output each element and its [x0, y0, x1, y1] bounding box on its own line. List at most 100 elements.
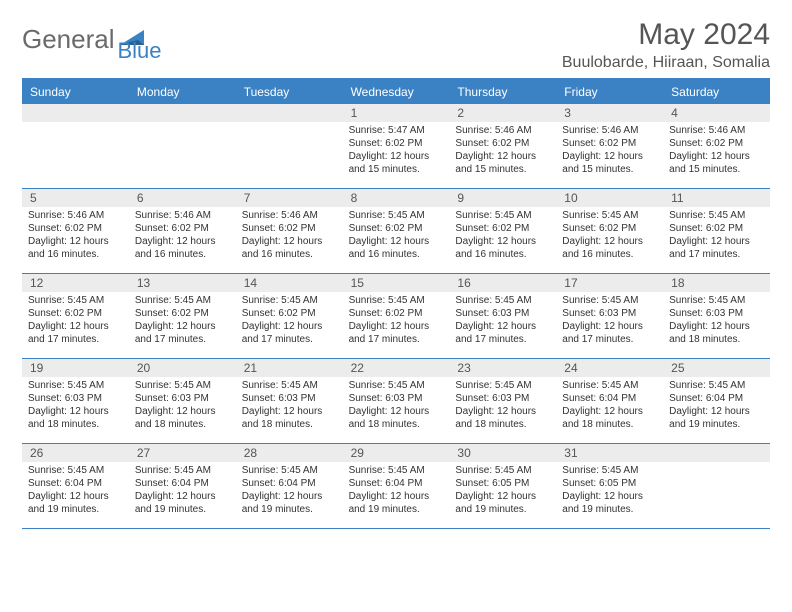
day-number: 25	[663, 359, 770, 377]
sunset-text: Sunset: 6:04 PM	[135, 477, 230, 490]
daylight-text: Daylight: 12 hours and 16 minutes.	[455, 235, 550, 261]
calendar-cell: 13Sunrise: 5:45 AMSunset: 6:02 PMDayligh…	[129, 274, 236, 358]
daylight-text: Daylight: 12 hours and 19 minutes.	[28, 490, 123, 516]
sunrise-text: Sunrise: 5:46 AM	[455, 124, 550, 137]
day-number: 15	[343, 274, 450, 292]
sunrise-text: Sunrise: 5:45 AM	[135, 294, 230, 307]
daylight-text: Daylight: 12 hours and 16 minutes.	[349, 235, 444, 261]
day-number: 7	[236, 189, 343, 207]
day-header-wed: Wednesday	[343, 80, 450, 104]
sunset-text: Sunset: 6:04 PM	[242, 477, 337, 490]
sunrise-text: Sunrise: 5:46 AM	[28, 209, 123, 222]
calendar-cell	[236, 104, 343, 188]
sunrise-text: Sunrise: 5:45 AM	[349, 209, 444, 222]
cell-body: Sunrise: 5:45 AMSunset: 6:04 PMDaylight:…	[343, 462, 450, 520]
day-number: 1	[343, 104, 450, 122]
daylight-text: Daylight: 12 hours and 16 minutes.	[135, 235, 230, 261]
day-header-sat: Saturday	[663, 80, 770, 104]
sunrise-text: Sunrise: 5:46 AM	[669, 124, 764, 137]
day-number: 27	[129, 444, 236, 462]
sunset-text: Sunset: 6:02 PM	[562, 137, 657, 150]
day-number: 5	[22, 189, 129, 207]
day-number: 26	[22, 444, 129, 462]
sunset-text: Sunset: 6:03 PM	[242, 392, 337, 405]
sunset-text: Sunset: 6:02 PM	[135, 307, 230, 320]
cell-body: Sunrise: 5:45 AMSunset: 6:02 PMDaylight:…	[129, 292, 236, 350]
day-header-sun: Sunday	[22, 80, 129, 104]
day-number: 4	[663, 104, 770, 122]
sunrise-text: Sunrise: 5:45 AM	[669, 209, 764, 222]
cell-body: Sunrise: 5:45 AMSunset: 6:03 PMDaylight:…	[449, 292, 556, 350]
calendar-cell: 12Sunrise: 5:45 AMSunset: 6:02 PMDayligh…	[22, 274, 129, 358]
sunset-text: Sunset: 6:03 PM	[455, 392, 550, 405]
day-number	[236, 104, 343, 122]
day-number: 22	[343, 359, 450, 377]
day-number: 29	[343, 444, 450, 462]
sunrise-text: Sunrise: 5:47 AM	[349, 124, 444, 137]
day-number: 16	[449, 274, 556, 292]
calendar-cell: 11Sunrise: 5:45 AMSunset: 6:02 PMDayligh…	[663, 189, 770, 273]
sunrise-text: Sunrise: 5:45 AM	[28, 464, 123, 477]
sunset-text: Sunset: 6:02 PM	[562, 222, 657, 235]
calendar-cell: 17Sunrise: 5:45 AMSunset: 6:03 PMDayligh…	[556, 274, 663, 358]
cell-body	[663, 462, 770, 468]
day-number: 10	[556, 189, 663, 207]
cell-body: Sunrise: 5:45 AMSunset: 6:05 PMDaylight:…	[449, 462, 556, 520]
day-number	[129, 104, 236, 122]
day-number: 30	[449, 444, 556, 462]
cell-body: Sunrise: 5:45 AMSunset: 6:02 PMDaylight:…	[343, 292, 450, 350]
week-row: 1Sunrise: 5:47 AMSunset: 6:02 PMDaylight…	[22, 104, 770, 189]
sunrise-text: Sunrise: 5:45 AM	[455, 209, 550, 222]
sunset-text: Sunset: 6:02 PM	[28, 307, 123, 320]
header: General Blue May 2024 Buulobarde, Hiiraa…	[22, 18, 770, 72]
daylight-text: Daylight: 12 hours and 17 minutes.	[28, 320, 123, 346]
calendar-cell: 2Sunrise: 5:46 AMSunset: 6:02 PMDaylight…	[449, 104, 556, 188]
sunrise-text: Sunrise: 5:45 AM	[135, 464, 230, 477]
calendar-cell: 22Sunrise: 5:45 AMSunset: 6:03 PMDayligh…	[343, 359, 450, 443]
sunset-text: Sunset: 6:03 PM	[28, 392, 123, 405]
calendar-cell: 23Sunrise: 5:45 AMSunset: 6:03 PMDayligh…	[449, 359, 556, 443]
page-title: May 2024	[562, 18, 770, 52]
sunrise-text: Sunrise: 5:45 AM	[455, 464, 550, 477]
day-number: 9	[449, 189, 556, 207]
calendar-cell: 20Sunrise: 5:45 AMSunset: 6:03 PMDayligh…	[129, 359, 236, 443]
cell-body: Sunrise: 5:46 AMSunset: 6:02 PMDaylight:…	[129, 207, 236, 265]
day-number: 12	[22, 274, 129, 292]
day-headers-row: Sunday Monday Tuesday Wednesday Thursday…	[22, 80, 770, 104]
cell-body: Sunrise: 5:45 AMSunset: 6:03 PMDaylight:…	[449, 377, 556, 435]
daylight-text: Daylight: 12 hours and 19 minutes.	[242, 490, 337, 516]
cell-body: Sunrise: 5:45 AMSunset: 6:04 PMDaylight:…	[236, 462, 343, 520]
calendar-cell: 31Sunrise: 5:45 AMSunset: 6:05 PMDayligh…	[556, 444, 663, 528]
daylight-text: Daylight: 12 hours and 18 minutes.	[349, 405, 444, 431]
daylight-text: Daylight: 12 hours and 16 minutes.	[242, 235, 337, 261]
day-number: 20	[129, 359, 236, 377]
title-block: May 2024 Buulobarde, Hiiraan, Somalia	[562, 18, 770, 72]
sunset-text: Sunset: 6:02 PM	[349, 137, 444, 150]
day-header-thu: Thursday	[449, 80, 556, 104]
sunset-text: Sunset: 6:02 PM	[669, 137, 764, 150]
sunset-text: Sunset: 6:04 PM	[349, 477, 444, 490]
daylight-text: Daylight: 12 hours and 18 minutes.	[562, 405, 657, 431]
calendar-cell: 6Sunrise: 5:46 AMSunset: 6:02 PMDaylight…	[129, 189, 236, 273]
calendar-cell: 4Sunrise: 5:46 AMSunset: 6:02 PMDaylight…	[663, 104, 770, 188]
calendar-cell: 15Sunrise: 5:45 AMSunset: 6:02 PMDayligh…	[343, 274, 450, 358]
calendar-cell: 21Sunrise: 5:45 AMSunset: 6:03 PMDayligh…	[236, 359, 343, 443]
sunrise-text: Sunrise: 5:46 AM	[562, 124, 657, 137]
cell-body: Sunrise: 5:45 AMSunset: 6:04 PMDaylight:…	[556, 377, 663, 435]
calendar-cell: 30Sunrise: 5:45 AMSunset: 6:05 PMDayligh…	[449, 444, 556, 528]
daylight-text: Daylight: 12 hours and 18 minutes.	[669, 320, 764, 346]
calendar-cell: 24Sunrise: 5:45 AMSunset: 6:04 PMDayligh…	[556, 359, 663, 443]
sunrise-text: Sunrise: 5:45 AM	[562, 294, 657, 307]
day-header-mon: Monday	[129, 80, 236, 104]
cell-body: Sunrise: 5:45 AMSunset: 6:03 PMDaylight:…	[22, 377, 129, 435]
sunset-text: Sunset: 6:02 PM	[349, 307, 444, 320]
sunset-text: Sunset: 6:03 PM	[669, 307, 764, 320]
cell-body	[129, 122, 236, 128]
daylight-text: Daylight: 12 hours and 17 minutes.	[349, 320, 444, 346]
sunset-text: Sunset: 6:02 PM	[242, 307, 337, 320]
day-number: 24	[556, 359, 663, 377]
sunset-text: Sunset: 6:05 PM	[562, 477, 657, 490]
day-number: 6	[129, 189, 236, 207]
cell-body	[236, 122, 343, 128]
sunset-text: Sunset: 6:02 PM	[455, 222, 550, 235]
